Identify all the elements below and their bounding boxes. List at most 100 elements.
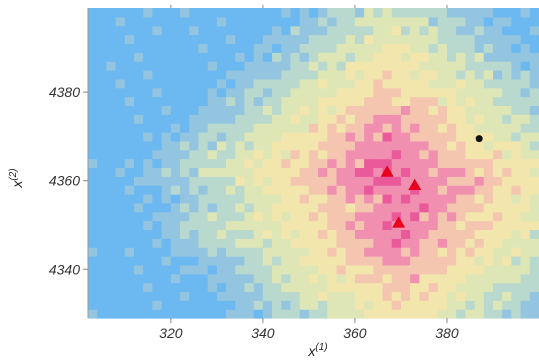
heatmap-cell [364, 123, 374, 133]
heatmap-cell [226, 282, 236, 293]
heatmap-cell [152, 238, 163, 248]
heatmap-cell [170, 167, 181, 177]
heatmap-cell [235, 291, 246, 301]
heatmap-cell [115, 202, 126, 213]
heatmap-cell [134, 87, 144, 98]
heatmap-cell [143, 16, 154, 27]
heatmap-cell [511, 229, 522, 239]
heatmap-cell [124, 114, 135, 124]
heatmap-cell [419, 282, 430, 293]
heatmap-cell [143, 256, 154, 266]
heatmap-cell [502, 34, 512, 45]
heatmap-cell [152, 211, 163, 222]
heatmap-cell [400, 202, 411, 213]
heatmap-cell [336, 194, 347, 204]
heatmap-cell [446, 52, 457, 62]
heatmap-cell [502, 300, 512, 310]
heatmap-cell [299, 132, 310, 142]
heatmap-cell [308, 25, 319, 36]
heatmap-cell [124, 87, 135, 98]
heatmap-cell [391, 8, 402, 18]
heatmap-cell [336, 264, 347, 275]
heatmap-cell [336, 282, 347, 293]
heatmap-cell [428, 300, 439, 310]
heatmap-cell [272, 8, 282, 18]
heatmap-cell [134, 211, 144, 222]
heatmap-cell [180, 220, 190, 231]
heatmap-cell [502, 291, 512, 301]
heatmap-cell [170, 52, 181, 62]
heatmap-cell [354, 140, 365, 151]
heatmap-cell [483, 123, 494, 133]
heatmap-cell [272, 211, 282, 222]
heatmap-cell [520, 247, 531, 257]
heatmap-cell [216, 247, 227, 257]
heatmap-cell [207, 25, 218, 36]
heatmap-cell [511, 300, 522, 310]
heatmap-cell [354, 238, 365, 248]
heatmap-cell [428, 52, 439, 62]
heatmap-cell [327, 194, 338, 204]
heatmap-cell [308, 8, 319, 18]
heatmap-cell [235, 220, 246, 231]
heatmap-cell [97, 194, 108, 204]
heatmap-cell [88, 87, 98, 98]
heatmap-cell [364, 52, 374, 62]
heatmap-cell [382, 282, 393, 293]
heatmap-cell [529, 185, 539, 195]
heatmap-cell [483, 34, 494, 45]
heatmap-cell [180, 16, 190, 27]
heatmap-cell [308, 220, 319, 231]
heatmap-cell [124, 61, 135, 71]
heatmap-cell [124, 123, 135, 133]
heatmap-cell [520, 282, 531, 293]
heatmap-cell [327, 264, 338, 275]
heatmap-cell [281, 247, 292, 257]
heatmap-cell [437, 78, 448, 89]
heatmap-cell [511, 158, 522, 169]
heatmap-cell [180, 96, 190, 107]
heatmap-cell [474, 229, 485, 239]
heatmap-cell [419, 87, 430, 98]
heatmap-cell [345, 158, 356, 169]
heatmap-cell [198, 247, 209, 257]
heatmap-cell [244, 158, 255, 169]
heatmap-cell [327, 309, 338, 319]
x-axis-label-sup: (1) [315, 342, 327, 353]
heatmap-cell [161, 16, 172, 27]
heatmap-cell [318, 16, 328, 27]
heatmap-cell [88, 273, 98, 284]
heatmap-cell [364, 167, 374, 177]
heatmap-cell [308, 211, 319, 222]
heatmap-cell [106, 16, 117, 27]
heatmap-cell [226, 229, 236, 239]
heatmap-cell [318, 8, 328, 18]
heatmap-cell [290, 123, 301, 133]
heatmap-cell [281, 8, 292, 18]
heatmap-cell [272, 34, 282, 45]
heatmap-cell [170, 309, 181, 319]
heatmap-cell [327, 247, 338, 257]
heatmap-cell [511, 87, 522, 98]
heatmap-cell [400, 25, 411, 36]
heatmap-cell [336, 247, 347, 257]
heatmap-cell [189, 149, 200, 160]
heatmap-cell [143, 167, 154, 177]
heatmap-cell [180, 114, 190, 124]
heatmap-cell [152, 52, 163, 62]
heatmap-cell [492, 149, 503, 160]
heatmap-cell [253, 202, 264, 213]
heatmap-cell [373, 167, 384, 177]
heatmap-cell [410, 264, 420, 275]
heatmap-cell [364, 25, 374, 36]
heatmap-cell [419, 43, 430, 53]
heatmap-cell [115, 123, 126, 133]
heatmap-cell [170, 132, 181, 142]
heatmap-cell [364, 114, 374, 124]
heatmap-cell [262, 96, 273, 107]
heatmap-cell [97, 96, 108, 107]
heatmap-cell [336, 158, 347, 169]
heatmap-cell [410, 229, 420, 239]
heatmap-cell [492, 282, 503, 293]
